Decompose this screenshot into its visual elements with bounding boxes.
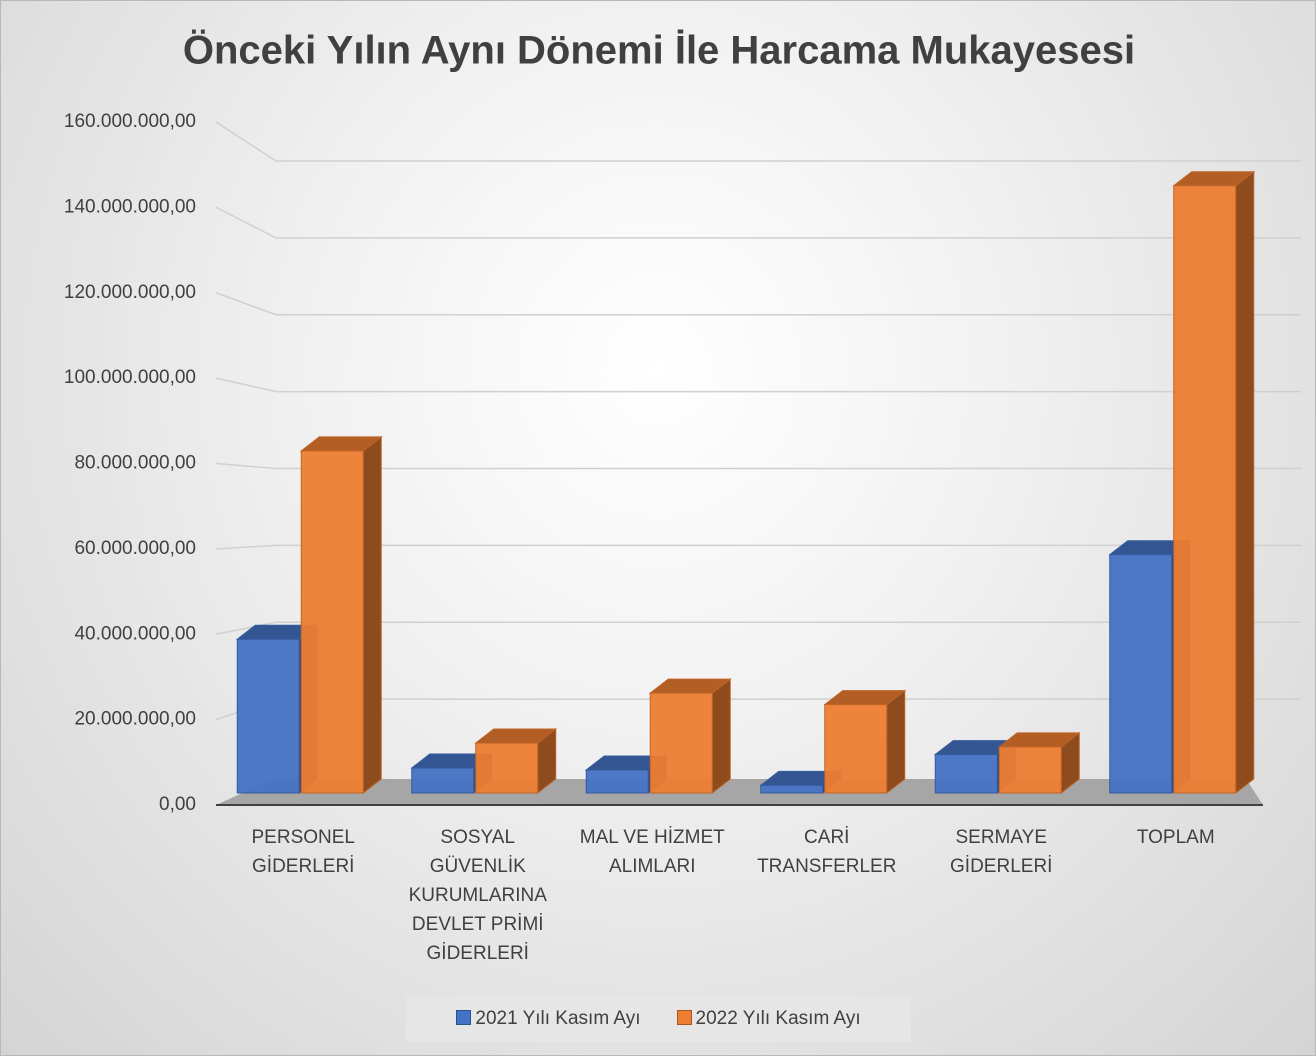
y-tick-label: 20.000.000,00 (74, 709, 196, 730)
grid-line (215, 206, 1301, 239)
bar (998, 746, 1062, 794)
bar (411, 767, 475, 794)
grid-line (215, 377, 1301, 393)
x-tick-label: SOSYAL GÜVENLİK KURUMLARINA DEVLET PRİMİ… (408, 827, 547, 964)
bar (585, 769, 649, 794)
bar (236, 638, 300, 794)
y-tick-label: 140.000.000,00 (64, 196, 196, 217)
grid-line (215, 462, 1301, 470)
legend-label: 2022 Yılı Kasım Ayı (695, 1008, 861, 1029)
bar (934, 754, 998, 794)
x-tick-label: PERSONEL GİDERLERİ (251, 827, 355, 877)
bar (760, 784, 824, 794)
x-tick-label: SERMAYE GİDERLERİ (950, 827, 1053, 877)
legend-swatch (456, 1010, 472, 1025)
grid-line (215, 292, 1301, 316)
bar (824, 704, 888, 794)
legend-label: 2021 Yılı Kasım Ayı (475, 1008, 641, 1029)
y-tick-label: 120.000.000,00 (64, 282, 196, 303)
y-tick-label: 80.000.000,00 (74, 453, 196, 474)
x-tick-label: TOPLAM (1136, 827, 1215, 848)
legend: 2021 Yılı Kasım Ayı 2022 Yılı Kasım Ayı (406, 996, 911, 1042)
bar (649, 692, 713, 794)
bar (475, 742, 539, 794)
y-tick-label: 160.000.000,00 (64, 111, 196, 132)
grid-line (215, 621, 1301, 635)
bar-side (1235, 170, 1255, 795)
grid-line (215, 544, 1301, 550)
y-tick-label: 100.000.000,00 (64, 367, 196, 388)
bar-side (886, 689, 906, 795)
legend-item: 2022 Yılı Kasım Ayı (676, 1008, 861, 1030)
chart-title: Önceki Yılın Aynı Dönemi İle Harcama Muk… (183, 28, 1135, 73)
bar-side (711, 678, 731, 795)
legend-swatch (676, 1010, 692, 1025)
bar (300, 450, 364, 794)
grid-line (215, 121, 1301, 162)
bar (1109, 554, 1173, 794)
x-tick-label: CARİ TRANSFERLER (757, 827, 897, 877)
y-tick-label: 40.000.000,00 (74, 623, 196, 644)
y-tick-label: 60.000.000,00 (74, 538, 196, 559)
legend-item: 2021 Yılı Kasım Ayı (456, 1008, 641, 1030)
bar (1173, 185, 1237, 794)
x-tick-label: MAL VE HİZMET ALIMLARI (579, 827, 725, 877)
bar-side (362, 435, 382, 795)
y-tick-label: 0,00 (159, 794, 196, 815)
